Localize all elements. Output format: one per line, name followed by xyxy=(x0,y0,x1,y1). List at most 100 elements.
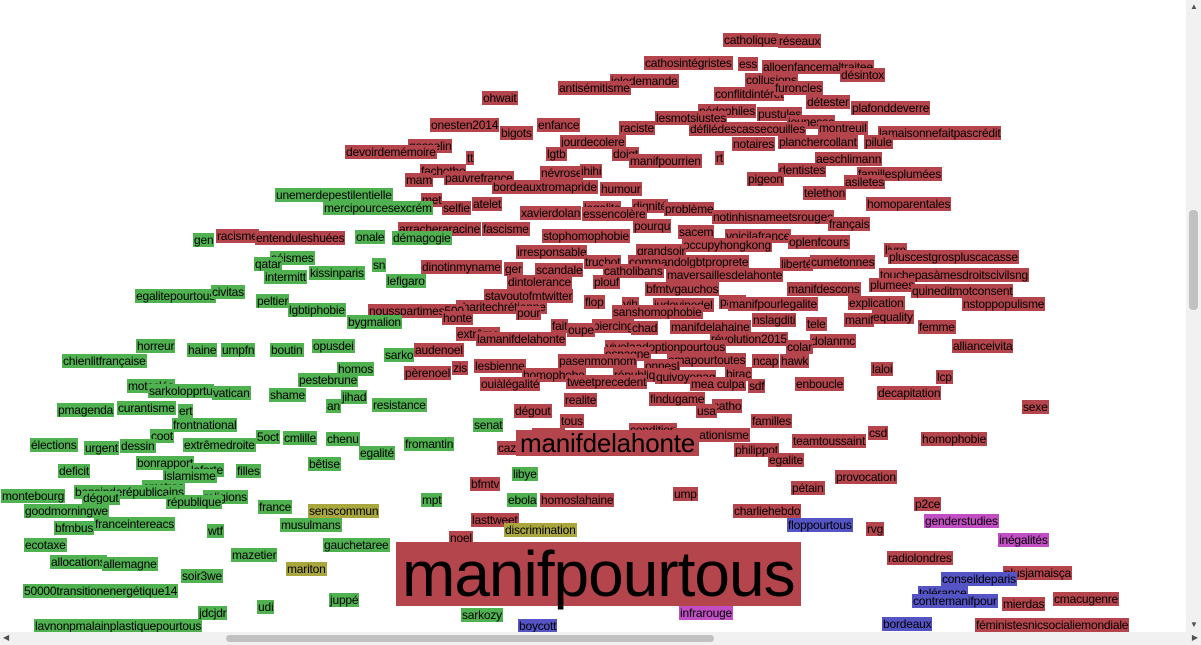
cloud-word[interactable]: piercing xyxy=(592,319,635,333)
cloud-word[interactable]: lamanifdelahonte xyxy=(476,332,567,346)
cloud-word[interactable]: fromantin xyxy=(404,437,455,451)
cloud-word[interactable]: jourdecolere xyxy=(560,135,626,149)
cloud-word[interactable]: jihad xyxy=(341,390,368,404)
cloud-word[interactable]: mercipourcesexcrém xyxy=(323,201,433,215)
cloud-word[interactable]: pestebrune xyxy=(298,373,359,387)
cloud-word[interactable]: coot xyxy=(150,429,174,443)
cloud-word[interactable]: opusdei xyxy=(312,339,355,353)
cloud-word[interactable]: pèrenoel xyxy=(404,366,452,380)
cloud-word[interactable]: lgbtiphobie xyxy=(288,303,346,317)
cloud-word[interactable]: mariton xyxy=(286,562,327,576)
cloud-word[interactable]: pilule xyxy=(864,135,893,149)
cloud-word[interactable]: boutin xyxy=(270,343,304,357)
cloud-word[interactable]: nousspartimes500 xyxy=(368,304,465,318)
cloud-word[interactable]: bigots xyxy=(500,126,533,140)
cloud-word[interactable]: juppé xyxy=(329,593,360,607)
cloud-word[interactable]: stophomophobie xyxy=(542,229,630,243)
cloud-word[interactable]: dintolerance xyxy=(507,275,572,289)
cloud-word[interactable]: islamisme xyxy=(163,469,217,483)
cloud-word[interactable]: manifpourrien xyxy=(629,154,702,168)
cloud-word[interactable]: hawk xyxy=(780,354,810,368)
cloud-word[interactable]: mam xyxy=(405,173,434,187)
cloud-word[interactable]: genderstudies xyxy=(924,514,999,528)
cloud-word[interactable]: bonrapport xyxy=(136,456,195,470)
cloud-word[interactable]: désintox xyxy=(840,68,886,82)
cloud-word[interactable]: dessin xyxy=(120,439,156,453)
cloud-word[interactable]: manifpourtous xyxy=(396,542,801,606)
cloud-word[interactable]: zis xyxy=(452,361,469,375)
cloud-word[interactable]: oplenfcours xyxy=(788,235,850,249)
cloud-word[interactable]: notaires xyxy=(732,137,776,151)
cloud-word[interactable]: contremanifpour xyxy=(912,594,998,608)
cloud-word[interactable]: vatican xyxy=(212,386,251,400)
cloud-word[interactable]: shame xyxy=(269,388,307,402)
cloud-word[interactable]: floppourtous xyxy=(787,518,853,532)
cloud-word[interactable]: manifdelahaine xyxy=(670,320,751,334)
cloud-word[interactable]: essencolère xyxy=(582,207,647,221)
cloud-word[interactable]: touchepasàmesdroitscivilsng xyxy=(879,268,1030,282)
cloud-word[interactable]: défilédescassecouilles xyxy=(689,122,807,136)
cloud-word[interactable]: conseildeparis xyxy=(941,572,1017,586)
cloud-word[interactable]: sdf xyxy=(748,379,766,393)
cloud-word[interactable]: conflitdintérêt xyxy=(714,87,785,101)
cloud-word[interactable]: furoncles xyxy=(774,81,823,95)
cloud-word[interactable]: boycott xyxy=(518,619,558,632)
cloud-word[interactable]: wtf xyxy=(207,524,224,538)
cloud-word[interactable]: tele xyxy=(806,317,827,331)
cloud-word[interactable]: goodmorningwe xyxy=(24,504,109,518)
cloud-word[interactable]: sarko xyxy=(384,348,415,362)
cloud-word[interactable]: laloi xyxy=(871,362,894,376)
cloud-word[interactable]: manif xyxy=(844,313,875,327)
cloud-word[interactable]: stayoutofmtwitter xyxy=(484,289,574,303)
cloud-word[interactable]: ecotaxe xyxy=(24,538,67,552)
cloud-word[interactable]: decapitation xyxy=(877,386,942,400)
cloud-word[interactable]: bordeaux xyxy=(882,617,933,631)
cloud-word[interactable]: sexe xyxy=(1022,400,1049,414)
cloud-word[interactable]: ncap xyxy=(752,354,780,368)
cloud-word[interactable]: ohwait xyxy=(482,91,518,105)
cloud-word[interactable]: deficit xyxy=(58,464,90,478)
cloud-word[interactable]: catholique xyxy=(723,33,778,47)
cloud-word[interactable]: filles xyxy=(236,464,261,478)
cloud-word[interactable]: senat xyxy=(473,418,504,432)
cloud-word[interactable]: ump xyxy=(673,487,698,501)
cloud-word[interactable]: maversaillesdelahonte xyxy=(666,268,784,282)
cloud-word[interactable]: intermitt xyxy=(264,270,307,284)
cloud-word[interactable]: ger xyxy=(504,262,523,276)
cloud-word[interactable]: telethon xyxy=(803,186,847,200)
cloud-word[interactable]: ess xyxy=(738,57,759,71)
cloud-word[interactable]: soir3we xyxy=(181,569,223,583)
cloud-word[interactable]: cathosintégristes xyxy=(644,56,733,70)
cloud-word[interactable]: infrarouge xyxy=(679,606,734,620)
cloud-word[interactable]: lefigaro xyxy=(386,274,426,288)
cloud-word[interactable]: realite xyxy=(564,393,598,407)
cloud-word[interactable]: planchercollant xyxy=(778,135,858,149)
cloud-word[interactable]: mazetier xyxy=(231,548,278,562)
cloud-word[interactable]: mea culpa xyxy=(690,377,746,391)
cloud-word[interactable]: findugame xyxy=(649,392,706,406)
cloud-word[interactable]: ert xyxy=(178,404,194,418)
cloud-word[interactable]: aeschlimann xyxy=(815,152,883,166)
cloud-word[interactable]: an xyxy=(326,399,341,413)
cloud-word[interactable]: montreuil xyxy=(818,121,868,135)
cloud-word[interactable]: familles xyxy=(751,414,793,428)
cloud-word[interactable]: rvg xyxy=(866,522,885,536)
cloud-word[interactable]: dinotinmyname xyxy=(421,260,502,274)
cloud-word[interactable]: cmacugenre xyxy=(1053,592,1120,606)
cloud-word[interactable]: fascisme xyxy=(482,222,530,236)
cloud-word[interactable]: liberté xyxy=(780,257,814,271)
cloud-word[interactable]: problème xyxy=(664,202,715,216)
cloud-word[interactable]: p2ce xyxy=(914,497,942,511)
cloud-word[interactable]: plafonddeverre xyxy=(851,101,931,115)
cloud-word[interactable]: ebola xyxy=(507,493,538,507)
cloud-word[interactable]: omapourtoutes xyxy=(667,353,747,367)
cloud-word[interactable]: egalitepourtous xyxy=(135,289,217,303)
cloud-word[interactable]: grandsoir xyxy=(636,244,687,258)
cloud-word[interactable]: détester xyxy=(806,95,850,109)
cloud-word[interactable]: sarkozy xyxy=(461,608,503,622)
cloud-word[interactable]: notinhisnameetsrouges xyxy=(712,210,834,224)
cloud-word[interactable]: pourqu xyxy=(633,219,672,233)
cloud-word[interactable]: cmlille xyxy=(283,431,317,445)
cloud-word[interactable]: xavierdolan xyxy=(520,206,582,220)
cloud-word[interactable]: honte xyxy=(442,311,474,325)
